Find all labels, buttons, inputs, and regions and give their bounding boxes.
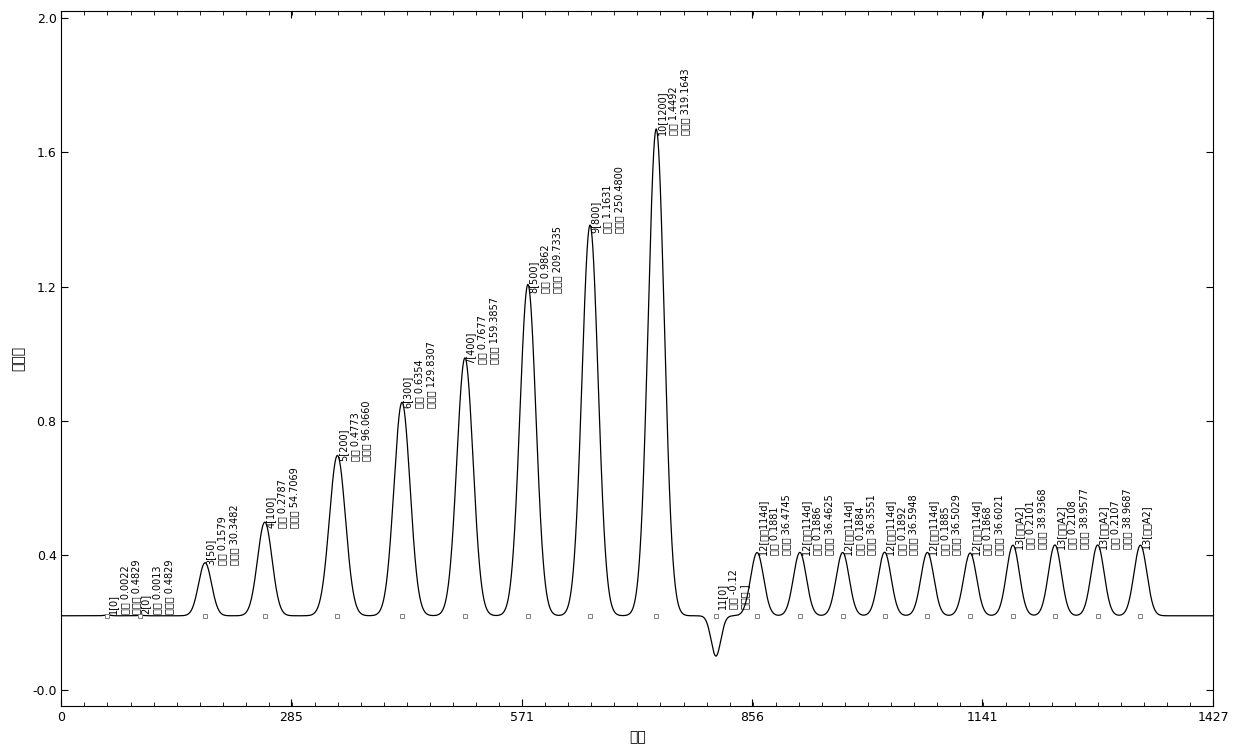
Text: 12[标样114d]
峰高 0.1886
峰面积 36.4625: 12[标样114d] 峰高 0.1886 峰面积 36.4625 xyxy=(801,495,833,556)
Text: 1[0]
峰高 0.0022
峰面积 0.4829: 1[0] 峰高 0.0022 峰面积 0.4829 xyxy=(108,559,141,614)
Text: 8[500]
峰高 0.9862
峰面积 209.7335: 8[500] 峰高 0.9862 峰面积 209.7335 xyxy=(528,226,562,293)
Text: 13[水样A2]
峰高 0.2107
峰面积 38.9687: 13[水样A2] 峰高 0.2107 峰面积 38.9687 xyxy=(1099,488,1132,549)
Text: 11[0]
峰高 -0.12
峰面积 ]: 11[0] 峰高 -0.12 峰面积 ] xyxy=(717,569,750,609)
Text: 12[标样114d]
峰高 0.1885
峰面积 36.5029: 12[标样114d] 峰高 0.1885 峰面积 36.5029 xyxy=(929,495,961,556)
Text: 6[300]
峰高 0.6354
峰面积 129.8307: 6[300] 峰高 0.6354 峰面积 129.8307 xyxy=(403,341,436,408)
Text: 4[100]
峰高 0.2787
峰面积 54.7069: 4[100] 峰高 0.2787 峰面积 54.7069 xyxy=(265,467,299,528)
Text: 12[标样114d]
峰高 0.1884
峰面积 36.3551: 12[标样114d] 峰高 0.1884 峰面积 36.3551 xyxy=(843,495,877,556)
Text: 13[水样A2]: 13[水样A2] xyxy=(1141,504,1151,549)
Text: 5[200]
峰高 0.4773
峰面积 96.0660: 5[200] 峰高 0.4773 峰面积 96.0660 xyxy=(339,401,372,461)
Text: 13[水样A2]
峰高 0.2101
峰面积 38.9368: 13[水样A2] 峰高 0.2101 峰面积 38.9368 xyxy=(1014,488,1047,549)
Y-axis label: 吸光度: 吸光度 xyxy=(11,347,25,371)
Text: 12[标样114d]
峰高 0.1868
峰面积 36.6021: 12[标样114d] 峰高 0.1868 峰面积 36.6021 xyxy=(971,495,1004,556)
Text: 13[水样A2]
峰高 0.2108
峰面积 38.9577: 13[水样A2] 峰高 0.2108 峰面积 38.9577 xyxy=(1055,488,1089,549)
Text: 9[800]
峰高 1.1631
峰面积 250.4800: 9[800] 峰高 1.1631 峰面积 250.4800 xyxy=(590,166,624,233)
Text: 12[标样114d]
峰高 0.1892
峰面积 36.5948: 12[标样114d] 峰高 0.1892 峰面积 36.5948 xyxy=(885,495,919,556)
X-axis label: 时间: 时间 xyxy=(629,730,646,744)
Text: 7[400]
峰高 0.7677
峰面积 159.3857: 7[400] 峰高 0.7677 峰面积 159.3857 xyxy=(466,297,498,364)
Text: 10[1200]
峰高 1.4492
峰面积 319.1643: 10[1200] 峰高 1.4492 峰面积 319.1643 xyxy=(657,69,691,135)
Text: 2[0]
峰高 0.0013
峰面积 0.4829: 2[0] 峰高 0.0013 峰面积 0.4829 xyxy=(140,559,174,614)
Text: 3[50]
峰高 0.1579
峰面积 30.3482: 3[50] 峰高 0.1579 峰面积 30.3482 xyxy=(206,505,239,565)
Text: 12[标样114d]
峰高 0.1881
峰面积 36.4745: 12[标样114d] 峰高 0.1881 峰面积 36.4745 xyxy=(758,495,791,556)
